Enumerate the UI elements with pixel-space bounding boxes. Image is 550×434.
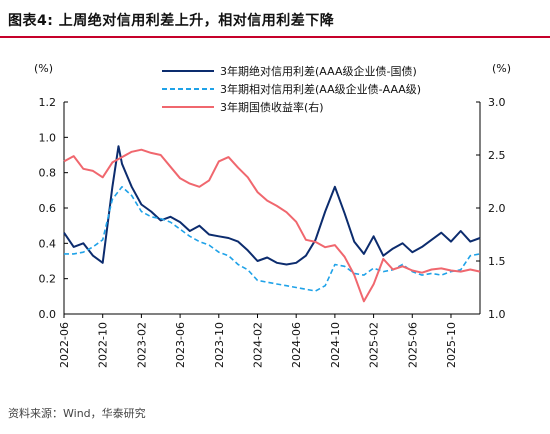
right-tick-label: 3.0 (488, 96, 506, 109)
left-tick-label: 0.4 (39, 237, 57, 250)
series-treasury-yield (63, 148, 481, 303)
left-axis-unit: (%) (34, 62, 53, 75)
right-tick-label: 1.0 (488, 308, 506, 321)
x-tick-label: 2023-10 (213, 322, 226, 368)
x-tick-label: 2024-10 (329, 322, 342, 368)
x-tick-label: 2024-06 (290, 322, 303, 368)
left-tick-label: 0.8 (39, 167, 57, 180)
title-divider (0, 36, 550, 38)
right-axis-unit: (%) (492, 62, 511, 75)
series-relative-spread (64, 186, 481, 292)
series-absolute-spread (63, 145, 481, 266)
x-tick-label: 2025-06 (406, 322, 419, 368)
line-chart: (%) (%) 0.0 0.2 0.4 0.6 0.8 1.0 1.2 1.0 1.5 2.0 2.5 3… (34, 62, 511, 368)
legend-label: 3年期绝对信用利差(AAA级企业债-国债) (220, 64, 417, 78)
x-tick-label: 2025-10 (445, 322, 458, 368)
x-tick-label: 2025-02 (368, 322, 381, 368)
x-tick-label: 2024-02 (251, 322, 264, 368)
x-tick-label: 2023-06 (174, 322, 187, 368)
legend-label: 3年期相对信用利差(AA级企业债-AAA级) (220, 82, 421, 96)
right-tick-label: 2.5 (488, 149, 506, 162)
x-tick-label: 2023-02 (135, 322, 148, 368)
left-tick-label: 0.2 (39, 273, 57, 286)
page-title: 图表4: 上周绝对信用利差上升，相对信用利差下降 (8, 13, 335, 29)
x-tick-label: 2022-10 (97, 322, 110, 368)
right-tick-label: 2.0 (488, 202, 506, 215)
right-tick-label: 1.5 (488, 255, 506, 268)
legend-label: 3年期国债收益率(右) (220, 100, 324, 114)
source-note: 资料来源：Wind，华泰研究 (8, 407, 146, 420)
left-tick-label: 1.0 (39, 131, 57, 144)
left-tick-label: 1.2 (39, 96, 57, 109)
left-tick-label: 0.0 (39, 308, 57, 321)
left-tick-label: 0.6 (39, 202, 57, 215)
x-tick-label: 2022-06 (58, 322, 71, 368)
